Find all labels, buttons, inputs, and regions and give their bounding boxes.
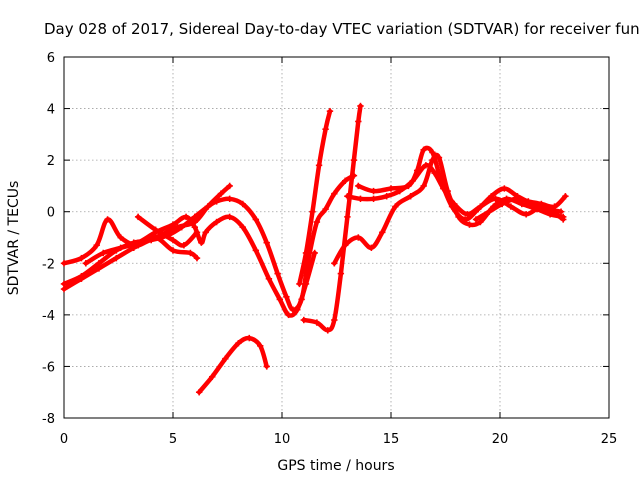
y-tick-label: -2 (42, 257, 55, 272)
y-tick-label: 0 (47, 206, 55, 221)
y-tick-label: -4 (42, 309, 55, 324)
x-tick-label: 10 (274, 432, 291, 447)
y-axis-label: SDTVAR / TECUs (6, 181, 22, 296)
y-tick-label: -6 (42, 360, 55, 375)
y-tick-label: -8 (42, 412, 55, 427)
axis-ticks: 0 5 10 15 20 25 -8 -6 -4 -2 0 2 4 6 (42, 51, 617, 447)
x-tick-label: 20 (492, 432, 509, 447)
series-line (61, 173, 357, 312)
x-axis-label: GPS time / hours (277, 458, 394, 474)
x-tick-label: 5 (169, 432, 177, 447)
series-arc-5 (134, 213, 201, 249)
chart-title: Day 028 of 2017, Sidereal Day-to-day VTE… (44, 20, 640, 38)
series-arc-4 (82, 213, 318, 319)
series-arc-1 (60, 216, 201, 267)
series-arc-7 (296, 107, 334, 288)
series-line (196, 335, 269, 395)
y-tick-label: 2 (47, 154, 55, 169)
x-tick-label: 15 (383, 432, 400, 447)
series-arc-12 (472, 193, 569, 223)
y-tick-label: 4 (47, 103, 55, 118)
x-tick-label: 0 (60, 432, 68, 447)
plot-frame (63, 56, 610, 419)
series-arc-8 (300, 102, 364, 334)
y-tick-label: 6 (47, 51, 55, 66)
series-arc-3 (60, 172, 358, 313)
data-series (60, 102, 569, 396)
x-tick-label: 25 (601, 432, 618, 447)
series-arc-11 (344, 162, 567, 223)
series-arc-6 (195, 334, 270, 396)
